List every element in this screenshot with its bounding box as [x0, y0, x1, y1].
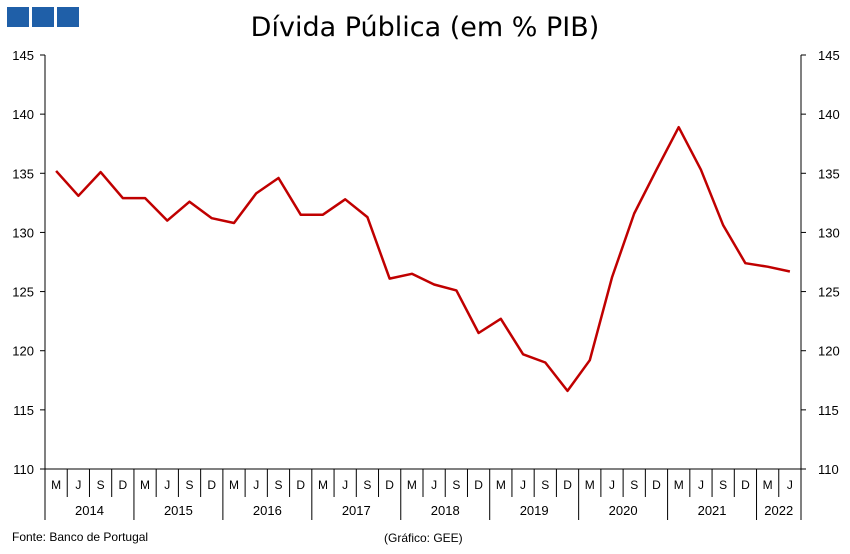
month-label: J [520, 478, 526, 492]
month-label: M [496, 478, 506, 492]
month-label: S [274, 478, 282, 492]
year-label: 2018 [431, 503, 460, 518]
logo-block-2 [32, 7, 54, 27]
y-tick-label-left: 130 [12, 225, 34, 240]
month-label: D [118, 478, 127, 492]
year-label: 2021 [698, 503, 727, 518]
y-tick-label-left: 115 [13, 403, 34, 418]
y-tick-label-right: 110 [818, 462, 839, 477]
month-label: M [140, 478, 150, 492]
month-label: D [296, 478, 305, 492]
year-label: 2015 [164, 503, 193, 518]
month-label: D [652, 478, 661, 492]
month-label: D [385, 478, 394, 492]
month-label: J [787, 478, 793, 492]
axes-group [40, 54, 806, 520]
y-tick-label-left: 140 [12, 107, 34, 122]
year-label: 2022 [764, 503, 793, 518]
month-label: S [541, 478, 549, 492]
year-label: 2016 [253, 503, 282, 518]
month-label: M [585, 478, 595, 492]
month-label: J [342, 478, 348, 492]
month-label: M [51, 478, 61, 492]
month-label: J [75, 478, 81, 492]
month-label: D [741, 478, 750, 492]
month-label: M [407, 478, 417, 492]
y-tick-label-left: 120 [12, 344, 34, 359]
year-label: 2019 [520, 503, 549, 518]
month-label: D [563, 478, 572, 492]
month-label: M [674, 478, 684, 492]
series-group [55, 125, 791, 393]
y-tick-label-left: 135 [12, 166, 34, 181]
month-label: J [253, 478, 259, 492]
y-tick-label-right: 145 [818, 48, 840, 63]
month-label: J [164, 478, 170, 492]
year-label: 2017 [342, 503, 371, 518]
month-label: S [719, 478, 727, 492]
y-tick-label-right: 140 [818, 107, 840, 122]
month-label: D [474, 478, 483, 492]
year-label: 2014 [75, 503, 104, 518]
month-label: M [229, 478, 239, 492]
month-label: D [207, 478, 216, 492]
y-tick-label-left: 125 [12, 285, 34, 300]
y-tick-label-left: 145 [12, 48, 34, 63]
debt-series-line [55, 125, 791, 393]
month-label: S [452, 478, 460, 492]
y-tick-label-right: 130 [818, 225, 840, 240]
year-label: 2020 [609, 503, 638, 518]
month-label: S [363, 478, 371, 492]
y-tick-label-left: 110 [13, 462, 34, 477]
chart-title: Dívida Pública (em % PIB) [250, 12, 600, 43]
credit-note: (Gráfico: GEE) [384, 531, 463, 545]
month-label: S [630, 478, 638, 492]
month-label: J [609, 478, 615, 492]
y-tick-label-right: 135 [818, 166, 840, 181]
month-label: M [763, 478, 773, 492]
y-tick-labels: 110 110 115 115 120 120 125 125 130 130 135 135 140 1… [12, 48, 839, 477]
logo-block-3 [57, 7, 79, 27]
month-label: J [431, 478, 437, 492]
source-note: Fonte: Banco de Portugal [12, 530, 149, 544]
logo-block-1 [7, 7, 29, 27]
month-label: S [186, 478, 194, 492]
month-label: J [698, 478, 704, 492]
month-label: M [318, 478, 328, 492]
month-label: S [97, 478, 105, 492]
y-tick-label-right: 115 [818, 403, 839, 418]
y-tick-label-right: 125 [818, 285, 840, 300]
y-tick-label-right: 120 [818, 344, 840, 359]
